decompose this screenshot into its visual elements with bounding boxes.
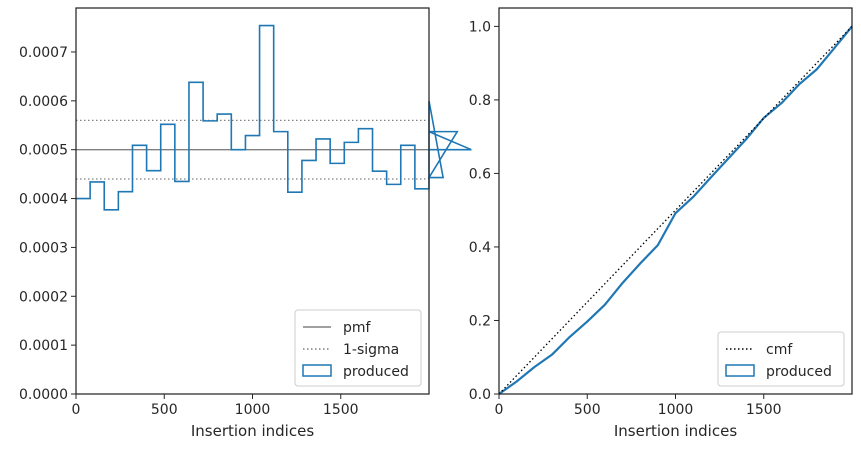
cmf-line (498, 25, 853, 395)
left-xlabel: Insertion indices (191, 422, 314, 440)
left-ytick-label: 0.0005 (19, 143, 68, 159)
right-ytick-label: 0.0 (469, 387, 491, 403)
left-ytick-label: 0.0002 (19, 289, 68, 305)
right-xtick-label: 1500 (746, 402, 782, 418)
right-xlabel: Insertion indices (614, 422, 737, 440)
left-legend-key-produced (302, 364, 332, 377)
right-chart: 0 500 1000 1500 0.0 0.2 0.4 0.6 0.8 1.0 Insertion … (469, 7, 853, 440)
left-legend-label: 1-sigma (343, 342, 399, 358)
right-ytick-label: 1.0 (469, 19, 491, 35)
left-xtick-label: 1000 (235, 402, 271, 418)
left-xtick-label: 0 (72, 402, 81, 418)
left-legend-box (294, 309, 422, 387)
left-legend-label: produced (343, 364, 409, 380)
right-legend-box (717, 331, 845, 387)
right-legend-key-produced (725, 364, 755, 377)
right-xtick-label: 1000 (658, 402, 694, 418)
produced-line (498, 25, 853, 395)
left-ytick-label: 0.0004 (19, 192, 68, 208)
left-ytick-label: 0.0001 (19, 338, 68, 354)
left-chart: 0 500 1000 1500 0.0000 0.0001 0.0002 0.0003 0.00… (19, 7, 472, 440)
right-xtick-label: 500 (574, 402, 601, 418)
left-xtick-label: 500 (151, 402, 178, 418)
right-ytick-label: 0.4 (469, 240, 491, 256)
right-ytick-label: 0.8 (469, 93, 491, 109)
produced-step (76, 24, 472, 211)
right-legend-label: cmf (766, 342, 793, 358)
left-ytick-label: 0.0003 (19, 240, 68, 256)
right-ytick-label: 0.6 (469, 166, 491, 182)
right-ytick-label: 0.2 (469, 313, 491, 329)
left-ytick-label: 0.0000 (19, 387, 68, 403)
left-ytick-label: 0.0007 (19, 45, 68, 61)
right-xtick-label: 0 (495, 402, 504, 418)
left-xtick-label: 1500 (323, 402, 359, 418)
left-legend-label: pmf (343, 320, 372, 336)
left-ytick-label: 0.0006 (19, 94, 68, 110)
right-legend-label: produced (766, 364, 832, 380)
